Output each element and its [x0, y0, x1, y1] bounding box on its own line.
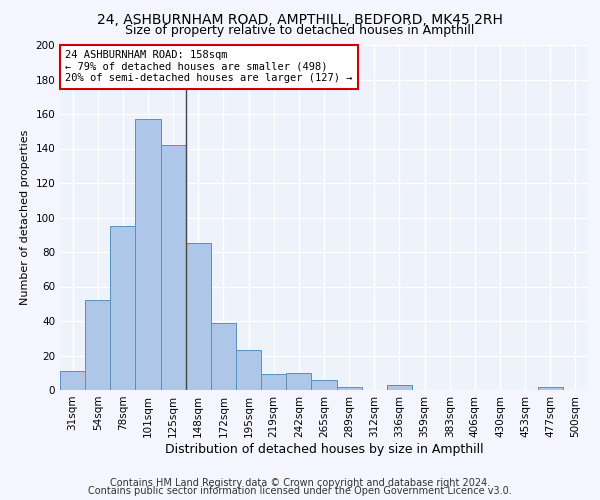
Bar	[110, 226, 136, 390]
Y-axis label: Number of detached properties: Number of detached properties	[20, 130, 30, 305]
Bar	[538, 386, 563, 390]
Text: Size of property relative to detached houses in Ampthill: Size of property relative to detached ho…	[125, 24, 475, 37]
Bar	[211, 322, 236, 390]
Bar	[286, 373, 311, 390]
Bar	[236, 350, 261, 390]
Bar	[161, 145, 186, 390]
Bar	[60, 371, 85, 390]
Bar	[337, 386, 362, 390]
Bar	[387, 385, 412, 390]
Bar	[136, 119, 161, 390]
Text: 24, ASHBURNHAM ROAD, AMPTHILL, BEDFORD, MK45 2RH: 24, ASHBURNHAM ROAD, AMPTHILL, BEDFORD, …	[97, 12, 503, 26]
Text: 24 ASHBURNHAM ROAD: 158sqm
← 79% of detached houses are smaller (498)
20% of sem: 24 ASHBURNHAM ROAD: 158sqm ← 79% of deta…	[65, 50, 353, 84]
Bar	[311, 380, 337, 390]
Text: Contains public sector information licensed under the Open Government Licence v3: Contains public sector information licen…	[88, 486, 512, 496]
Bar	[261, 374, 286, 390]
Bar	[85, 300, 110, 390]
X-axis label: Distribution of detached houses by size in Ampthill: Distribution of detached houses by size …	[164, 442, 484, 456]
Bar	[186, 244, 211, 390]
Text: Contains HM Land Registry data © Crown copyright and database right 2024.: Contains HM Land Registry data © Crown c…	[110, 478, 490, 488]
